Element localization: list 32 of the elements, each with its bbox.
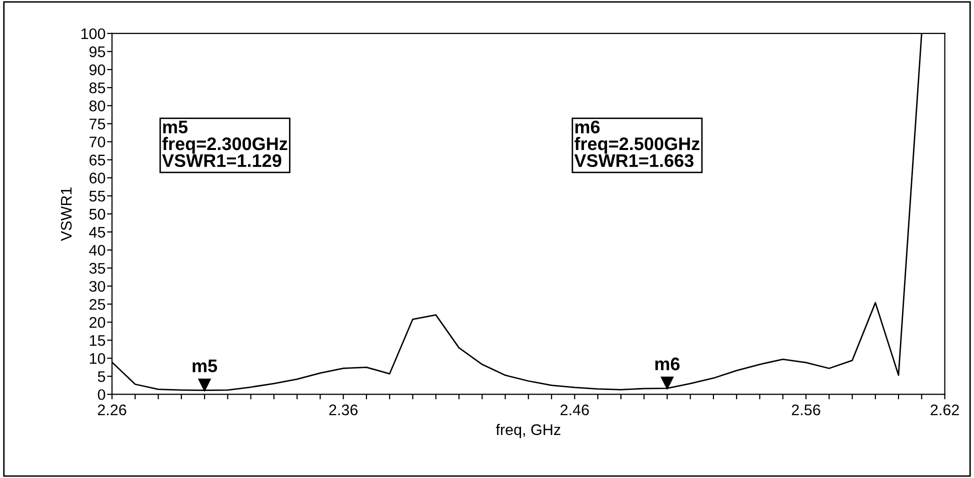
y-tick-label: 80	[89, 100, 106, 112]
x-tick-label: 2.36	[329, 404, 358, 416]
annotation: m6 freq=2.500GHz VSWR1=1.663	[574, 120, 700, 168]
y-tick-label: 0	[98, 389, 106, 400]
y-tick-label: 70	[90, 136, 106, 148]
y-tick-label: 10	[90, 353, 106, 364]
y-tick-label: 40	[89, 244, 106, 256]
y-tick-label: 100	[81, 28, 106, 40]
x-tick-label: 2.56	[792, 404, 820, 416]
y-tick-label: 30	[89, 280, 106, 292]
y-tick-label: 85	[89, 82, 106, 94]
y-tick-label: 60	[90, 172, 106, 184]
y-axis-title: VSWR1	[60, 187, 72, 242]
y-tick-label: 5	[98, 371, 106, 382]
annotation: m5	[192, 360, 218, 372]
y-tick-label: 75	[90, 118, 106, 130]
x-tick-label: 2.46	[560, 404, 589, 416]
annotation: m6	[655, 358, 680, 370]
y-tick-label: 20	[90, 317, 106, 328]
annotation: m5 freq=2.300GHz VSWR1=1.129	[162, 120, 288, 168]
x-tick-label: 2.26	[98, 404, 126, 416]
y-tick-label: 65	[90, 154, 106, 166]
x-tick-label: 2.62	[930, 404, 959, 416]
y-tick-label: 25	[90, 298, 106, 310]
y-tick-label: 95	[89, 46, 106, 58]
y-tick-label: 90	[89, 64, 106, 76]
y-tick-label: 15	[90, 335, 106, 346]
y-tick-label: 50	[89, 208, 106, 220]
y-tick-label: 35	[89, 262, 106, 274]
y-tick-label: 45	[89, 226, 106, 238]
y-tick-label: 55	[89, 190, 106, 202]
x-axis-title: freq, GHz	[496, 424, 560, 438]
